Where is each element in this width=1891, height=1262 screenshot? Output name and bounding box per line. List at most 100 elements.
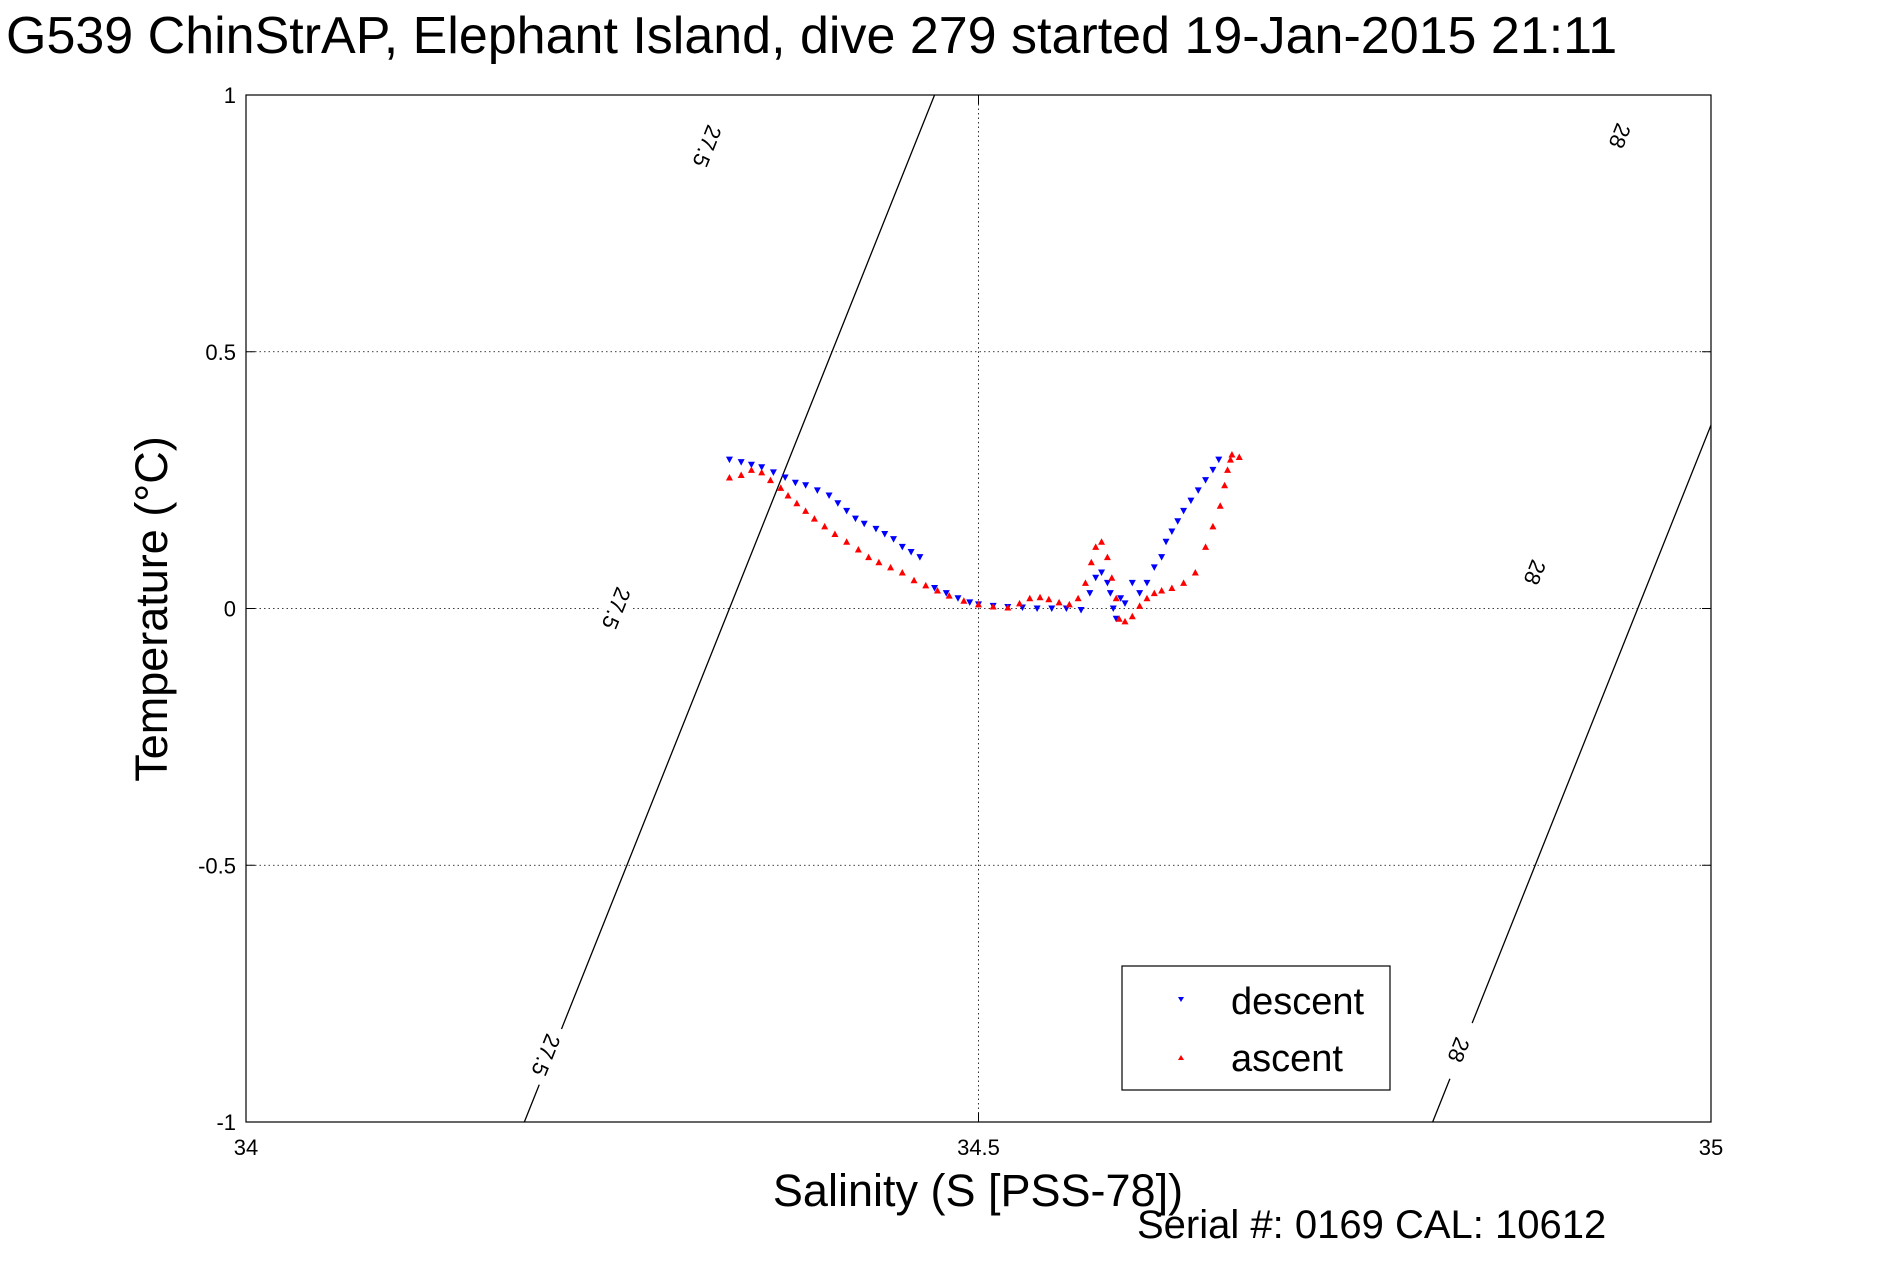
x-tick-label: 35: [1699, 1135, 1723, 1160]
ascent-point: [1209, 522, 1217, 530]
descent-point: [725, 456, 733, 464]
ascent-point: [1112, 594, 1120, 602]
descent-point: [825, 492, 833, 500]
ascent-point: [1074, 594, 1082, 602]
descent-point: [1077, 607, 1085, 614]
descent-point: [1187, 497, 1195, 505]
legend: descent ascent: [1121, 965, 1391, 1091]
descent-point: [954, 595, 962, 602]
descent-point: [1215, 456, 1223, 464]
ascent-point: [1081, 579, 1089, 586]
grid: [246, 95, 1711, 1122]
ascent-point: [810, 515, 818, 522]
contour-label-background: [683, 113, 732, 180]
ascent-point: [1121, 617, 1129, 625]
descent-point: [1033, 605, 1041, 612]
descent-point: [1112, 615, 1120, 623]
ascent-point: [843, 538, 851, 545]
ascent-point: [875, 558, 883, 566]
ascent-point: [854, 545, 862, 553]
descent-point: [791, 479, 799, 487]
ascent-point: [1150, 589, 1158, 597]
descent-point: [860, 520, 868, 528]
ascent-point: [975, 600, 982, 608]
ascent-point: [1026, 594, 1034, 602]
descent-point: [898, 543, 906, 551]
ascent-point: [1226, 456, 1234, 463]
y-axis-label: Temperature (°C): [126, 436, 177, 782]
descent-point: [758, 464, 766, 471]
ascent-point: [1202, 543, 1210, 550]
descent-point: [1106, 590, 1114, 597]
ascent-point: [777, 484, 785, 491]
descent-point: [890, 536, 898, 543]
descent-point: [916, 554, 924, 561]
ascent-point: [898, 569, 906, 576]
descent-point: [1180, 507, 1188, 515]
axis-ticks: 34 34.5 35 -1 -0.5 0 0.5 1: [198, 83, 1723, 1160]
ascent-point: [1221, 481, 1229, 489]
chart-title: G539 ChinStrAP, Elephant Island, dive 27…: [6, 7, 1618, 65]
legend-descent-label: descent: [1231, 981, 1365, 1023]
ascent-point: [887, 563, 895, 571]
descent-point: [843, 507, 851, 515]
ascent-point: [1224, 466, 1232, 473]
data-series: [725, 450, 1243, 625]
descent-point: [1117, 595, 1125, 602]
ascent-point: [1098, 538, 1106, 545]
ascent-point: [1065, 600, 1073, 608]
descent-point: [1150, 564, 1158, 571]
contour-label-background: [1596, 103, 1645, 170]
descent-point: [1209, 466, 1217, 474]
descent-point: [1143, 579, 1151, 587]
ascent-point: [1045, 595, 1053, 603]
ascent-point: [1055, 598, 1063, 606]
y-tick-label: -1: [216, 1110, 236, 1135]
serial-cal-info: Serial #: 0169 CAL: 10612: [1137, 1203, 1607, 1247]
ascent-point: [1180, 579, 1188, 586]
ascent-point: [922, 581, 930, 589]
ascent-point: [802, 507, 810, 514]
descent-point: [1086, 590, 1094, 597]
legend-box: [1121, 965, 1391, 1091]
descent-point: [769, 469, 777, 476]
ascent-point: [1036, 593, 1044, 601]
x-axis-label: Salinity (S [PSS-78]): [773, 1165, 1183, 1216]
ascent-point: [821, 522, 829, 530]
ascent-point: [1128, 612, 1136, 620]
density-contour-line: [523, 95, 936, 1122]
descent-point: [1168, 528, 1176, 535]
ascent-point: [758, 468, 766, 476]
ascent-series: [725, 450, 1243, 625]
contour-label-background: [1511, 539, 1560, 606]
descent-point: [1158, 554, 1166, 561]
ascent-point: [1108, 574, 1116, 581]
ascent-point: [725, 474, 733, 481]
ascent-point: [1235, 453, 1243, 461]
descent-point: [1194, 487, 1202, 494]
ascent-point: [989, 602, 997, 610]
descent-point: [1174, 518, 1182, 525]
y-tick-label: -0.5: [198, 853, 236, 878]
descent-point: [747, 461, 755, 469]
ascent-point: [1191, 569, 1199, 576]
x-tick-label: 34.5: [957, 1135, 1000, 1160]
descent-point: [1048, 605, 1056, 612]
legend-ascent-label: ascent: [1231, 1038, 1343, 1080]
y-tick-label: 0.5: [205, 340, 236, 365]
ascent-point: [1103, 553, 1111, 561]
descent-point: [966, 599, 974, 606]
ascent-point: [831, 530, 839, 538]
descent-point: [781, 474, 789, 482]
ascent-point: [1158, 587, 1166, 594]
descent-point: [813, 487, 821, 494]
ascent-point: [1092, 543, 1100, 550]
descent-point: [834, 500, 842, 507]
ascent-point: [793, 499, 801, 507]
y-tick-label: 1: [224, 83, 236, 108]
ascent-point: [865, 553, 873, 561]
ascent-point: [1216, 502, 1224, 509]
descent-point: [1103, 579, 1111, 587]
ascent-point: [1143, 594, 1151, 602]
